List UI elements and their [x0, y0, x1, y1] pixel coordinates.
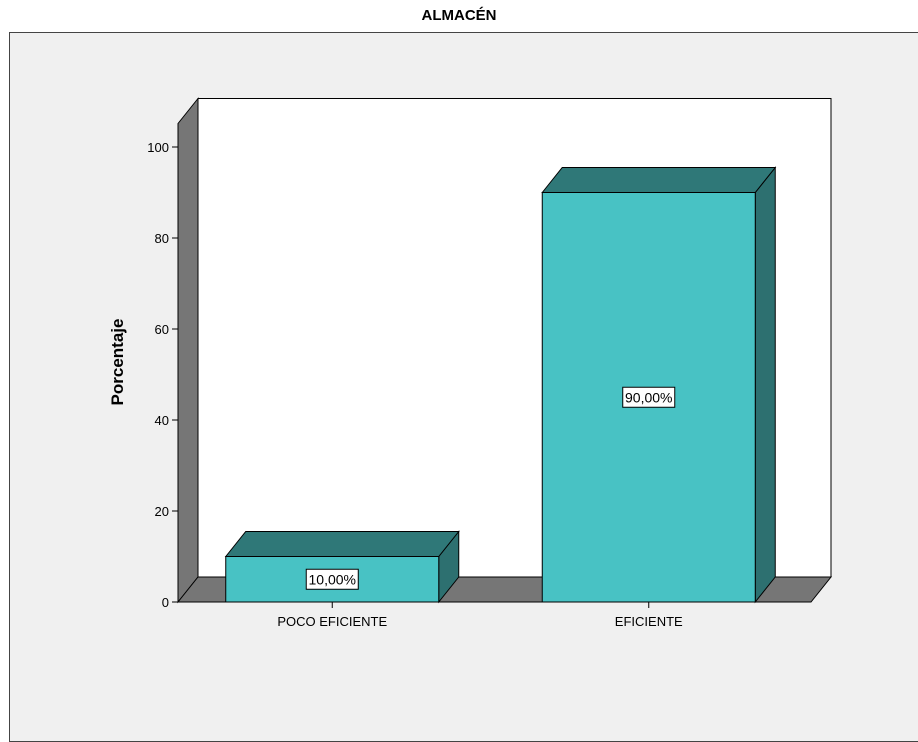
- data-label-box: [622, 386, 676, 408]
- data-label: 10,00%: [309, 571, 356, 587]
- x-axis-labels: POCO EFICIENTE EFICIENTE: [277, 602, 683, 629]
- data-label-box: [305, 568, 359, 590]
- bar: 90,00%: [541, 166, 777, 604]
- bar-top: [541, 167, 777, 193]
- data-label: 90,00%: [625, 389, 672, 405]
- y-tick-label: 0: [162, 595, 169, 610]
- side-wall: [177, 97, 199, 604]
- bar-side: [754, 166, 776, 604]
- y-tick-label: 100: [147, 140, 169, 155]
- y-tick-label: 20: [155, 504, 169, 519]
- y-tick-label: 40: [155, 413, 169, 428]
- x-tick-label: POCO EFICIENTE: [277, 614, 387, 629]
- bar: 10,00%: [224, 530, 460, 604]
- y-tick-label: 60: [155, 322, 169, 337]
- y-axis: 0 20 40 60 80 100: [147, 140, 178, 610]
- bars: 10,00% 90,00%: [224, 166, 777, 604]
- bar-top: [224, 531, 460, 557]
- y-tick-label: 80: [155, 231, 169, 246]
- x-tick-label: EFICIENTE: [615, 614, 683, 629]
- chart-title: ALMACÉN: [421, 7, 497, 24]
- y-axis-label: Porcentaje: [108, 319, 127, 406]
